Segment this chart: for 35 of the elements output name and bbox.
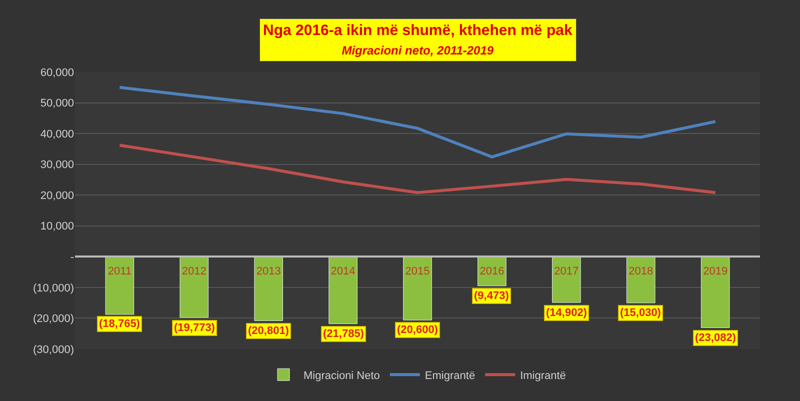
y-tick-label: 10,000 [40, 220, 74, 233]
x-tick-label: 2017 [554, 266, 579, 278]
chart-title: Nga 2016-a ikin më shumë, kthehen më pak [263, 22, 573, 39]
y-tick-label: 50,000 [40, 98, 74, 110]
x-tick-label: 2014 [330, 266, 356, 278]
line-series [118, 86, 717, 158]
data-label: (21,785) [323, 328, 364, 340]
legend-label: Imigrantë [520, 370, 566, 382]
chart-subtitle: Migracioni neto, 2011-2019 [342, 44, 494, 58]
y-tick-label: (10,000) [33, 282, 74, 294]
data-label: (20,600) [397, 324, 438, 336]
x-tick-label: 2011 [108, 266, 132, 278]
y-tick-label: 30,000 [40, 159, 74, 172]
data-label: (20,801) [248, 325, 290, 337]
data-label: (15,030) [620, 307, 662, 319]
data-label: (9,473) [474, 290, 510, 302]
data-label: (19,773) [174, 322, 216, 334]
x-tick-label: 2019 [703, 266, 728, 278]
y-tick-label: 60,000 [40, 66, 74, 79]
y-tick-label: (20,000) [33, 313, 74, 326]
y-tick-label: 40,000 [40, 128, 74, 140]
data-label: (18,765) [99, 318, 140, 330]
legend-label: Emigrantë [424, 370, 476, 382]
x-tick-label: 2018 [628, 266, 654, 278]
x-tick-label: 2015 [405, 266, 430, 278]
data-label: (14,902) [546, 307, 588, 319]
y-tick-label: 20,000 [40, 190, 74, 202]
x-tick-label: 2013 [256, 266, 281, 278]
legend-label: Migracioni Neto [304, 370, 380, 382]
y-tick-label: - [70, 252, 74, 264]
x-tick-label: 2012 [182, 266, 206, 278]
line-series [118, 144, 717, 194]
x-tick-label: 2016 [480, 266, 504, 278]
data-label: (23,082) [695, 332, 736, 344]
y-tick-label: (30,000) [33, 344, 74, 356]
